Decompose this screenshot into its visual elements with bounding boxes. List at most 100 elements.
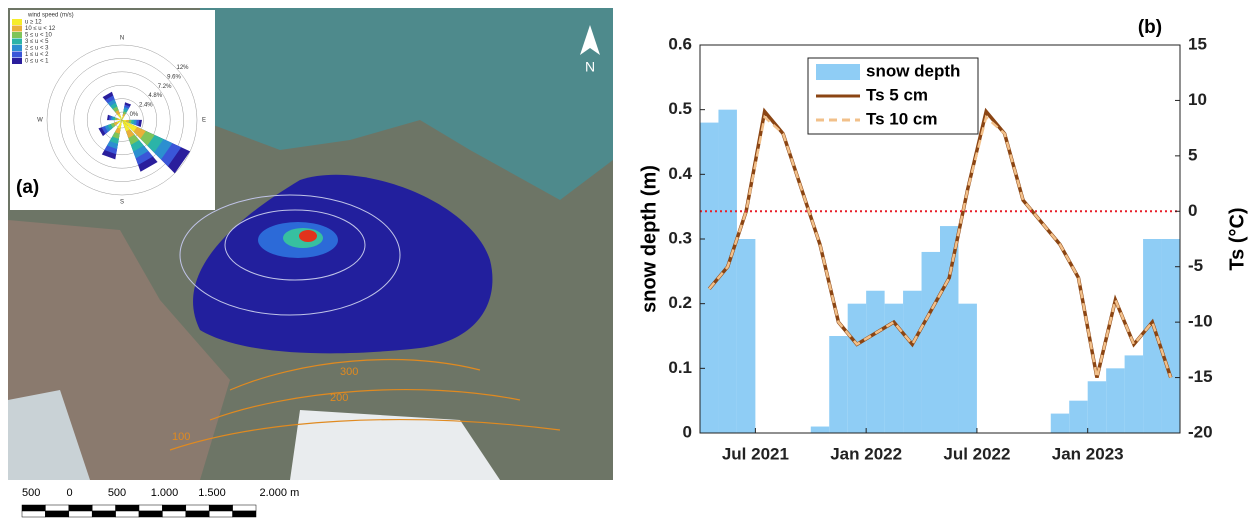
legend-swatch (12, 58, 22, 64)
contour-label: 300 (340, 366, 358, 378)
legend-label: 3 ≤ u < 5 (25, 39, 49, 45)
x-tick-label: Jan 2022 (830, 444, 902, 463)
rose-ring (86, 84, 158, 156)
rose-ring-label: 9.6% (167, 74, 181, 80)
legend-label: Ts 5 cm (866, 85, 928, 104)
line (708, 114, 1172, 378)
legend-label: 0 ≤ u < 1 (25, 59, 49, 65)
map-glacier (290, 410, 500, 480)
scale-segment (208, 510, 233, 518)
rose-title: wind speed (m/s) (27, 13, 74, 19)
contour (224, 209, 366, 281)
bar (810, 426, 830, 433)
rose-direction: S (120, 200, 124, 206)
rose-petal (122, 120, 130, 132)
legend-label: 10 ≤ u < 12 (25, 26, 56, 32)
x-tick-label: Jul 2021 (722, 444, 789, 463)
rose-ring-label: 7.2% (158, 84, 172, 90)
scale-segment (91, 510, 116, 518)
legend-label: 5 ≤ u < 10 (25, 33, 52, 39)
scale-label: 1.500 (198, 487, 226, 499)
bar (866, 290, 885, 433)
y2-tick-label: -15 (1188, 367, 1213, 386)
north-arrow (580, 25, 600, 55)
y-tick-label: 0.3 (668, 228, 692, 247)
scale-segment (162, 504, 187, 512)
bar (1069, 400, 1088, 433)
bar (718, 109, 737, 434)
y-tick-label: 0.5 (668, 99, 692, 118)
scale-segment (138, 504, 163, 512)
scale-segment (185, 504, 210, 512)
scale-segment (45, 510, 70, 518)
rose-petal (122, 119, 127, 122)
y2-axis-label: Ts (°C) (1226, 207, 1248, 270)
scale-label: 500 (22, 487, 40, 499)
legend-swatch (12, 32, 22, 38)
map-sea (200, 8, 613, 200)
bar (700, 122, 719, 433)
rose-petal (116, 120, 122, 124)
rose-ring (73, 71, 171, 169)
rose-petal (122, 116, 124, 120)
plume-peak (299, 230, 317, 242)
x-tick-label: Jul 2022 (943, 444, 1010, 463)
y2-tick-label: -20 (1188, 422, 1213, 441)
north-label: N (585, 59, 595, 75)
y-tick-label: 0.4 (668, 164, 692, 183)
y2-tick-label: 0 (1188, 201, 1197, 220)
legend-swatch (12, 25, 22, 32)
y2-tick-label: -10 (1188, 312, 1213, 331)
rose-petal (117, 113, 122, 120)
bar (1106, 368, 1125, 433)
rose-direction: N (120, 36, 124, 42)
bar (736, 239, 756, 433)
bar (903, 290, 922, 433)
contour-label: 100 (172, 431, 190, 443)
rose-petal (117, 120, 122, 129)
scale-segment (68, 504, 93, 512)
legend-swatch (12, 45, 22, 51)
rose-direction: W (37, 118, 43, 124)
scale-segment (45, 504, 70, 512)
y-tick-label: 0.1 (668, 358, 692, 377)
rose-ring (46, 44, 198, 196)
scale-segment (162, 510, 187, 518)
rose-ring (60, 58, 184, 182)
chart: (b) snow depth (m) Ts (°C) 0 0.1 0.2 0.3 0.4… (638, 17, 1248, 463)
bar (940, 226, 959, 433)
y2-tick-label: 10 (1188, 90, 1207, 109)
legend-swatch (12, 51, 22, 58)
y-tick-label: 0 (683, 422, 692, 441)
contour-label: 200 (330, 392, 348, 404)
legend-swatch (816, 64, 860, 80)
map-glacier (8, 390, 90, 480)
scale-segment (208, 504, 233, 512)
scale-bar: 500 0 500 1.000 1.500 2.000 m (21, 487, 300, 518)
x-tick-label: Jan 2023 (1052, 444, 1124, 463)
y-axis-label: snow depth (m) (638, 165, 660, 313)
rose-ring-label: 12% (177, 65, 190, 71)
rose-ring (100, 98, 144, 142)
scale-segment (115, 510, 140, 518)
scale-segment (232, 510, 257, 518)
panel-label: (b) (1138, 17, 1162, 38)
legend-label: snow depth (866, 61, 960, 80)
legend-label: Ts 10 cm (866, 109, 938, 128)
wind-rose-box (10, 10, 215, 210)
bar (1087, 381, 1107, 433)
y2-tick-label: -5 (1188, 256, 1203, 275)
rose-ring-label: 0% (130, 112, 139, 118)
y2-tick-label: 5 (1188, 145, 1197, 164)
y2-tick-label: 15 (1188, 34, 1207, 53)
bar (1161, 239, 1180, 433)
bar (1143, 239, 1162, 433)
scale-label: 2.000 m (260, 487, 300, 499)
bar (829, 336, 848, 433)
legend-label: u ≥ 12 (25, 20, 42, 26)
scale-segment (138, 510, 163, 518)
map: 300 200 100 N wind speed (m/s) (a) 0%2.4… (8, 8, 613, 519)
y-tick-label: 0.6 (668, 34, 692, 53)
